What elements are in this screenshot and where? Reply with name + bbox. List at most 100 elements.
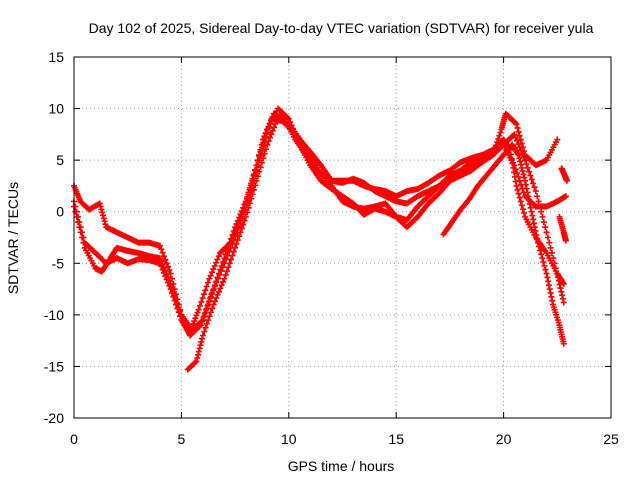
data-point-marker — [220, 258, 227, 265]
data-point-marker — [238, 225, 245, 232]
data-point-marker — [269, 127, 276, 134]
data-point-marker — [516, 177, 523, 184]
data-point-marker — [163, 271, 170, 278]
data-point-marker — [520, 153, 527, 160]
data-point-marker — [548, 249, 555, 256]
data-point-marker — [236, 233, 243, 240]
data-point-marker — [555, 277, 562, 284]
data-point-marker — [532, 188, 539, 195]
series-track-c — [71, 105, 569, 334]
data-point-marker — [240, 204, 247, 211]
data-point-marker — [77, 229, 84, 236]
data-point-marker — [203, 320, 210, 327]
data-point-marker — [530, 180, 537, 187]
data-point-marker — [547, 244, 554, 251]
data-point-marker — [546, 239, 553, 246]
data-point-marker — [159, 249, 166, 256]
data-point-marker — [250, 186, 257, 193]
data-point-marker — [210, 301, 217, 308]
data-point-marker — [527, 172, 534, 179]
data-point-marker — [518, 161, 525, 168]
data-point-marker — [241, 201, 248, 208]
data-point-marker — [229, 231, 236, 238]
data-point-marker — [244, 209, 251, 216]
data-point-marker — [530, 220, 537, 227]
y-tick-label: -15 — [44, 358, 64, 374]
data-point-marker — [203, 305, 210, 312]
data-point-marker — [230, 228, 237, 235]
data-point-marker — [200, 291, 207, 298]
data-point-marker — [226, 260, 233, 267]
data-point-marker — [536, 203, 543, 210]
data-point-marker — [262, 130, 269, 137]
data-point-marker — [160, 264, 167, 271]
data-point-marker — [521, 174, 528, 181]
data-point-marker — [99, 209, 106, 216]
data-point-marker — [214, 274, 221, 281]
data-point-marker — [233, 240, 240, 247]
data-point-marker — [539, 213, 546, 220]
data-point-marker — [522, 157, 529, 164]
data-point-marker — [257, 164, 264, 171]
data-point-marker — [248, 180, 255, 187]
data-point-marker — [539, 255, 546, 262]
data-point-marker — [517, 136, 524, 143]
data-point-marker — [225, 243, 232, 250]
data-point-marker — [560, 340, 567, 347]
data-point-marker — [535, 198, 542, 205]
data-point-marker — [167, 280, 174, 287]
data-point-marker — [516, 155, 523, 162]
data-point-marker — [207, 293, 214, 300]
data-point-marker — [158, 246, 165, 253]
data-point-marker — [260, 139, 267, 146]
data-point-marker — [246, 184, 253, 191]
data-point-marker — [164, 263, 171, 270]
data-point-marker — [204, 279, 211, 286]
data-point-marker — [250, 171, 257, 178]
data-point-marker — [73, 213, 80, 220]
data-point-marker — [515, 141, 522, 148]
data-point-marker — [222, 271, 229, 278]
data-point-marker — [215, 288, 222, 295]
x-tick-label: 10 — [281, 431, 297, 447]
data-point-marker — [554, 270, 561, 277]
data-point-marker — [228, 256, 235, 263]
data-point-marker — [224, 247, 231, 254]
data-point-marker — [261, 135, 268, 142]
data-point-marker — [538, 208, 545, 215]
data-point-marker — [497, 129, 504, 136]
data-point-marker — [515, 151, 522, 158]
data-point-marker — [233, 220, 240, 227]
data-point-marker — [519, 206, 526, 213]
y-tick-label: 10 — [48, 101, 64, 117]
data-point-marker — [195, 351, 202, 358]
chart-title: Day 102 of 2025, Sidereal Day-to-day VTE… — [89, 20, 594, 36]
data-point-marker — [261, 150, 268, 157]
data-point-marker — [166, 267, 173, 274]
data-point-marker — [515, 128, 522, 135]
data-point-marker — [199, 295, 206, 302]
data-point-marker — [287, 119, 294, 126]
data-point-marker — [232, 244, 239, 251]
data-point-marker — [99, 212, 106, 219]
data-point-marker — [195, 348, 202, 355]
data-point-marker — [543, 270, 550, 277]
data-point-marker — [538, 251, 545, 258]
data-point-marker — [225, 264, 232, 271]
data-point-marker — [526, 200, 533, 207]
data-point-marker — [513, 121, 520, 128]
data-point-marker — [528, 176, 535, 183]
data-point-marker — [522, 177, 529, 184]
data-point-marker — [244, 193, 251, 200]
data-point-marker — [242, 198, 249, 205]
series-track-e — [440, 141, 567, 347]
data-point-marker — [228, 235, 235, 242]
data-point-marker — [514, 186, 521, 193]
data-point-marker — [173, 296, 180, 303]
data-point-marker — [252, 182, 259, 189]
data-point-marker — [192, 315, 199, 322]
data-point-marker — [238, 208, 245, 215]
data-point-marker — [534, 239, 541, 246]
data-point-marker — [262, 146, 269, 153]
data-point-marker — [169, 284, 176, 291]
